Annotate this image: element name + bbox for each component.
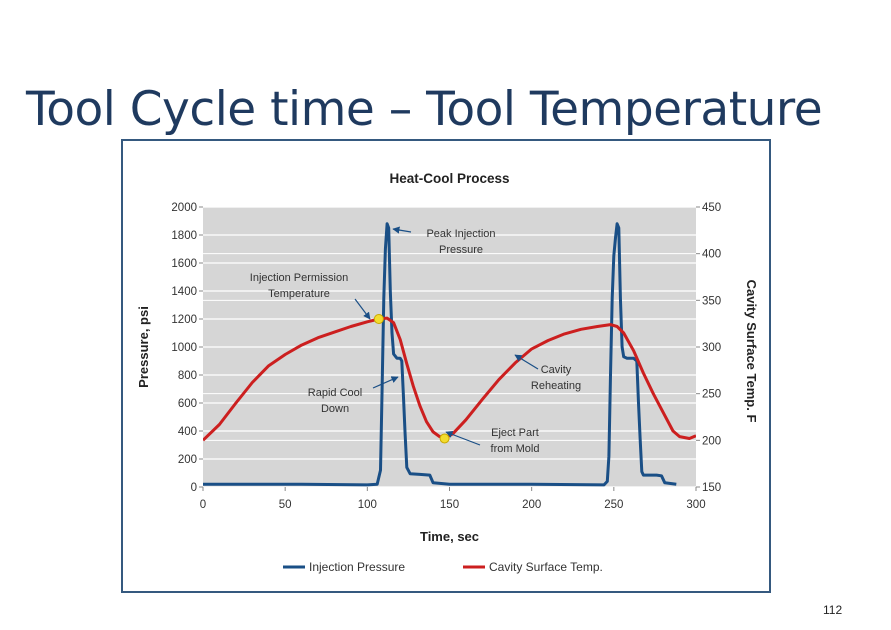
pressure-line <box>203 222 677 487</box>
annotation-perm-arrow <box>354 298 371 320</box>
y2-tick-label: 450 <box>702 202 721 214</box>
annotation-cavity-arrow <box>514 354 539 370</box>
y-tick-label: 1800 <box>171 230 197 242</box>
chart-title: Heat-Cool Process <box>389 171 509 186</box>
annotation-eject-line: Eject Part <box>491 427 539 439</box>
annotation-rapid-line: Down <box>321 403 349 415</box>
y2-tick-label: 300 <box>702 342 721 354</box>
annotation-rapid-line: Rapid Cool <box>308 387 362 399</box>
annotation-cavity-line: Cavity <box>541 364 572 376</box>
chart-frame: Heat-Cool Process 0 200 400 600 800 1000 1200 14… <box>121 139 771 593</box>
annotation-eject-line: from Mold <box>491 443 540 455</box>
legend-label: Injection Pressure <box>309 560 405 574</box>
y2-tick-label: 150 <box>702 482 721 494</box>
x-tick-label: 250 <box>604 499 623 511</box>
x-tick-label: 300 <box>686 499 705 511</box>
page-number: 112 <box>823 603 843 617</box>
y2-axis-label: Cavity Surface Temp. F <box>744 280 759 423</box>
y-tick-label: 1400 <box>171 286 197 298</box>
y2-tick-label: 250 <box>702 389 721 401</box>
annotation-peak-line: Peak Injection <box>426 228 495 240</box>
y-tick-label: 2000 <box>171 202 197 214</box>
annotation-rapid-arrow <box>372 376 399 389</box>
y-tick-label: 1200 <box>171 314 197 326</box>
y-tick-label: 800 <box>178 370 197 382</box>
y2-tick-label: 350 <box>702 295 721 307</box>
y-tick-label: 600 <box>178 398 197 410</box>
x-tick-label: 100 <box>358 499 377 511</box>
x-tick-label: 50 <box>279 499 292 511</box>
y-axis-label: Pressure, psi <box>136 306 151 388</box>
heat-cool-chart: Heat-Cool Process02004006008001000120014… <box>136 171 759 574</box>
x-tick-label: 200 <box>522 499 541 511</box>
legend-label: Cavity Surface Temp. <box>489 560 603 574</box>
y2-tick-label: 400 <box>702 249 721 261</box>
annotation-perm-line: Temperature <box>268 288 330 300</box>
annotation-peak-line: Pressure <box>439 244 483 256</box>
annotation-cavity-line: Reheating <box>531 380 581 392</box>
y2-tick-label: 200 <box>702 435 721 447</box>
event-marker <box>373 314 384 324</box>
y-tick-label: 0 <box>191 482 197 494</box>
annotation-peak-arrow <box>392 226 412 234</box>
y-tick-label: 1000 <box>171 342 197 354</box>
slide-title: Tool Cycle time – Tool Temperature <box>26 82 823 137</box>
y-tick-label: 400 <box>178 426 197 438</box>
x-axis-label: Time, sec <box>420 529 479 544</box>
annotation-perm-line: Injection Permission <box>250 272 348 284</box>
event-marker <box>439 433 450 444</box>
y-tick-label: 200 <box>178 454 197 466</box>
x-tick-label: 0 <box>200 499 206 511</box>
x-tick-label: 150 <box>440 499 459 511</box>
annotation-eject-arrow <box>445 430 481 446</box>
y-tick-label: 1600 <box>171 258 197 270</box>
